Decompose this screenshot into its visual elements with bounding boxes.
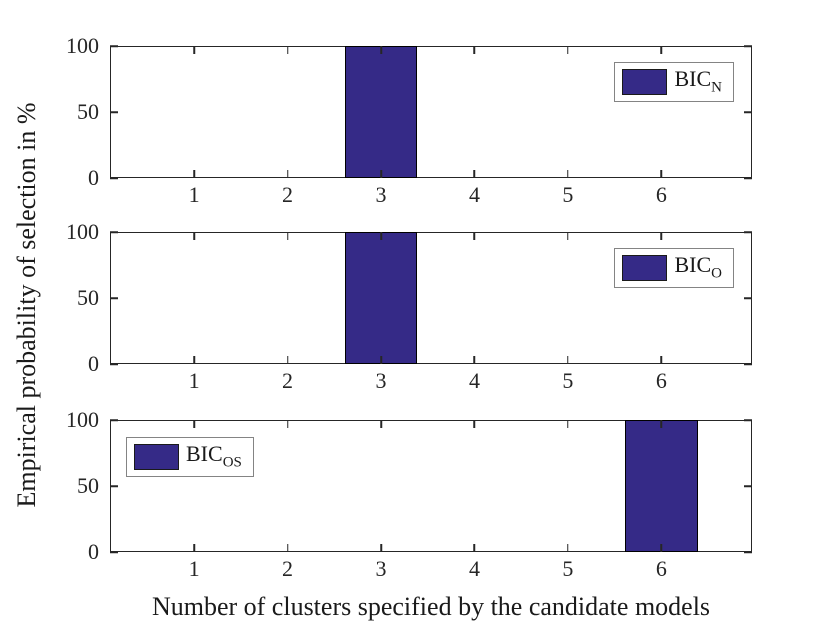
y-tick-label: 100 xyxy=(66,407,99,432)
x-tick xyxy=(286,420,289,428)
legend-label: BICN xyxy=(674,66,722,96)
x-tick xyxy=(473,170,476,178)
y-tick-label: 0 xyxy=(88,165,99,190)
x-tick-label: 4 xyxy=(468,556,480,581)
x-tick-label: 1 xyxy=(188,182,200,207)
x-tick-label: 2 xyxy=(282,368,294,393)
y-tick xyxy=(110,363,118,365)
x-tick-label: 3 xyxy=(375,368,387,393)
x-tick xyxy=(567,356,569,364)
x-tick xyxy=(193,46,195,54)
x-tick xyxy=(380,420,382,428)
bar xyxy=(344,232,418,364)
y-tick xyxy=(110,45,118,47)
x-tick xyxy=(380,356,382,364)
y-tick xyxy=(110,231,118,233)
y-tick xyxy=(110,419,118,421)
x-tick xyxy=(380,170,382,178)
bar xyxy=(344,46,418,178)
y-tick xyxy=(744,231,752,233)
x-tick-label: 1 xyxy=(188,368,200,393)
x-tick xyxy=(286,170,289,178)
x-tick-label: 6 xyxy=(655,368,667,393)
x-tick xyxy=(380,232,382,240)
x-tick xyxy=(193,420,195,428)
legend-label: BICOS xyxy=(186,441,242,471)
x-tick-label: 5 xyxy=(562,368,574,393)
legend-label: BICO xyxy=(674,252,722,282)
x-tick xyxy=(660,170,663,178)
x-tick xyxy=(660,232,663,240)
legend-color-swatch-icon xyxy=(134,444,179,470)
y-tick xyxy=(744,297,752,299)
x-tick xyxy=(473,46,476,54)
x-tick-label: 5 xyxy=(562,182,574,207)
subplot-bic-o: 1 2 3 4 5 6 0 50 100 BICO xyxy=(66,221,752,392)
y-tick xyxy=(110,551,118,553)
x-tick xyxy=(286,544,289,552)
x-tick xyxy=(660,356,663,364)
x-tick xyxy=(286,232,289,240)
x-tick-label: 5 xyxy=(562,556,574,581)
y-tick-label: 50 xyxy=(77,285,99,310)
y-tick xyxy=(110,297,118,299)
x-tick xyxy=(567,420,569,428)
x-tick-label: 4 xyxy=(468,182,480,207)
x-tick xyxy=(473,420,476,428)
x-tick xyxy=(567,544,569,552)
y-tick-label: 0 xyxy=(88,539,99,564)
x-tick xyxy=(193,356,195,364)
y-tick xyxy=(110,111,118,113)
x-tick xyxy=(660,544,663,552)
y-tick xyxy=(744,45,752,47)
y-tick-label: 50 xyxy=(77,473,99,498)
y-axis-label: Empirical probability of selection in % xyxy=(12,102,41,508)
x-tick-label: 4 xyxy=(468,368,480,393)
legend-color-swatch-icon xyxy=(622,255,668,281)
y-tick-label: 0 xyxy=(88,351,99,376)
y-tick xyxy=(744,363,752,365)
x-tick xyxy=(660,420,663,428)
y-tick-label: 50 xyxy=(77,99,99,124)
y-tick xyxy=(110,485,118,487)
y-tick xyxy=(110,177,118,179)
x-tick xyxy=(380,544,382,552)
legend: BICO xyxy=(614,248,734,288)
y-tick xyxy=(744,485,752,487)
x-tick xyxy=(286,356,289,364)
legend: BICN xyxy=(614,62,734,102)
legend: BICOS xyxy=(126,437,254,477)
x-axis-label: Number of clusters specified by the cand… xyxy=(151,592,711,621)
x-tick-label: 6 xyxy=(655,556,667,581)
x-tick xyxy=(473,544,476,552)
x-tick xyxy=(660,46,663,54)
x-tick-label: 2 xyxy=(282,182,294,207)
y-tick xyxy=(744,177,752,179)
y-tick-label: 100 xyxy=(66,33,99,58)
x-tick xyxy=(380,46,382,54)
y-tick xyxy=(744,551,752,553)
x-tick xyxy=(193,232,195,240)
x-tick-label: 3 xyxy=(375,556,387,581)
x-tick xyxy=(286,46,289,54)
y-tick xyxy=(744,419,752,421)
x-tick-label: 1 xyxy=(188,556,200,581)
x-tick xyxy=(193,544,195,552)
y-tick xyxy=(744,111,752,113)
legend-color-swatch-icon xyxy=(622,69,668,95)
x-tick xyxy=(193,170,195,178)
subplot-bic-n: 1 2 3 4 5 6 0 50 100 BICN xyxy=(66,35,752,206)
subplot-bic-os: 1 2 3 4 5 6 0 50 100 BICOS xyxy=(66,409,752,580)
bar xyxy=(624,420,698,552)
x-tick xyxy=(473,232,476,240)
x-tick xyxy=(473,356,476,364)
y-tick-label: 100 xyxy=(66,219,99,244)
x-tick-label: 6 xyxy=(655,182,667,207)
x-tick xyxy=(567,232,569,240)
x-tick xyxy=(567,46,569,54)
x-tick-label: 3 xyxy=(375,182,387,207)
x-tick-label: 2 xyxy=(282,556,294,581)
x-tick xyxy=(567,170,569,178)
